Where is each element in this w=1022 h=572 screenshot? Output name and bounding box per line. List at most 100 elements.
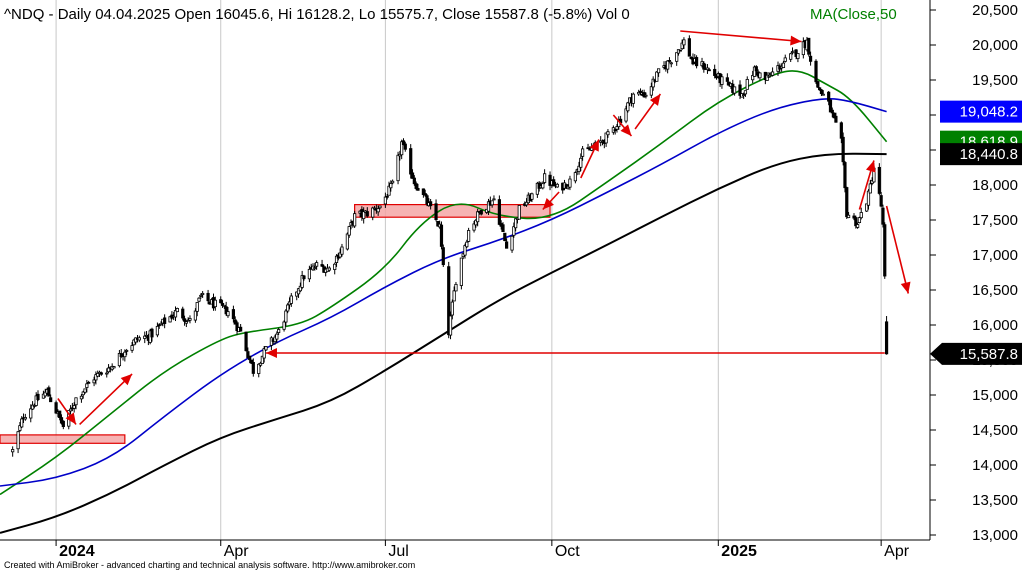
candle-body — [707, 69, 711, 72]
candle-body — [604, 132, 608, 144]
candle-179 — [465, 239, 469, 248]
candle-body — [320, 264, 324, 267]
y-tick-label-0: 13,000 — [972, 527, 1018, 544]
candle-body — [58, 410, 62, 419]
candle-body — [642, 92, 646, 98]
arrow-head — [865, 160, 876, 173]
candle-body — [434, 203, 438, 221]
candle-body — [649, 86, 653, 96]
candle-body — [827, 91, 831, 102]
candle-85 — [226, 307, 230, 318]
candle-65 — [175, 307, 179, 313]
candle-body — [474, 219, 478, 226]
candle-254 — [655, 70, 659, 82]
candle-body — [30, 404, 35, 410]
arrow-shaft — [885, 205, 910, 294]
candle-131 — [345, 232, 349, 251]
candle-170 — [441, 244, 445, 268]
grid-layer — [55, 0, 882, 540]
x-tick-label-2: Jul — [388, 543, 408, 560]
candle-245 — [631, 92, 635, 108]
candle-26 — [79, 394, 84, 403]
candle-body — [92, 379, 96, 384]
candle-body — [49, 397, 53, 403]
candle-body — [130, 345, 134, 351]
candle-body — [246, 351, 250, 359]
candle-body — [371, 207, 375, 218]
candle-265 — [682, 37, 686, 50]
candle-183 — [476, 208, 480, 227]
candle-body — [226, 311, 230, 317]
candle-body — [182, 318, 187, 322]
candle-body — [105, 372, 109, 375]
candle-187 — [486, 198, 491, 215]
candle-28 — [83, 388, 87, 394]
candle-64 — [173, 306, 178, 322]
candle-210 — [543, 169, 547, 185]
candle-91 — [244, 331, 248, 352]
candle-83 — [222, 304, 226, 309]
candle-132 — [347, 225, 351, 238]
candle-125 — [327, 266, 331, 272]
candle-body — [168, 316, 172, 323]
candle-292 — [752, 65, 757, 77]
candle-body — [821, 93, 825, 96]
candle-12 — [43, 388, 47, 398]
candle-158 — [412, 175, 416, 186]
y-tick-label-7: 16,500 — [972, 282, 1018, 299]
candle-147 — [385, 194, 389, 200]
y-tick-label-9: 17,500 — [972, 212, 1018, 229]
candle-304 — [781, 60, 786, 68]
candle-body — [29, 408, 33, 419]
candle-71 — [193, 308, 198, 323]
candle-body — [43, 391, 47, 397]
candle-169 — [439, 221, 444, 250]
candle-142 — [372, 205, 377, 211]
candle-173 — [450, 299, 454, 320]
arrow-shaft — [79, 373, 133, 425]
candle-body — [637, 91, 641, 95]
candle-127 — [334, 254, 339, 267]
candle-314 — [807, 37, 811, 57]
candle-body — [400, 141, 404, 156]
candle-body — [839, 122, 843, 139]
candle-48 — [134, 337, 138, 345]
candle-body — [669, 62, 673, 65]
candle-body — [277, 329, 281, 333]
candle-body — [315, 262, 319, 267]
value-badge-label: 18,440.8 — [960, 146, 1018, 163]
candle-body — [150, 328, 154, 338]
candle-50 — [137, 335, 141, 343]
candle-body — [362, 211, 366, 220]
y-tick-label-3: 14,500 — [972, 422, 1018, 439]
candle-body — [467, 230, 471, 242]
candle-body — [85, 383, 89, 388]
candle-body — [581, 148, 585, 157]
candle-341 — [877, 163, 881, 196]
candle-241 — [624, 105, 628, 124]
candle-344 — [883, 222, 887, 279]
y-tick-label-15: 20,500 — [972, 2, 1018, 19]
candle-body — [856, 224, 860, 228]
arrow-head — [649, 94, 661, 106]
candle-148 — [387, 181, 391, 196]
candle-126 — [333, 262, 337, 275]
candle-body — [117, 353, 122, 367]
candle-body — [284, 310, 288, 323]
candle-body — [656, 68, 661, 74]
candle-146 — [383, 192, 387, 208]
candle-body — [651, 78, 655, 88]
candle-body — [11, 449, 15, 453]
candle-body — [258, 362, 263, 366]
candle-body — [807, 37, 811, 55]
candle-58 — [159, 321, 163, 326]
candle-body — [859, 212, 863, 219]
candle-body — [195, 302, 199, 312]
candle-body — [465, 241, 469, 248]
candle-291 — [751, 70, 755, 84]
candle-body — [275, 333, 279, 340]
arrow-shaft — [680, 30, 802, 43]
candle-237 — [613, 128, 617, 135]
candle-body — [830, 109, 834, 114]
candle-322 — [828, 99, 833, 113]
